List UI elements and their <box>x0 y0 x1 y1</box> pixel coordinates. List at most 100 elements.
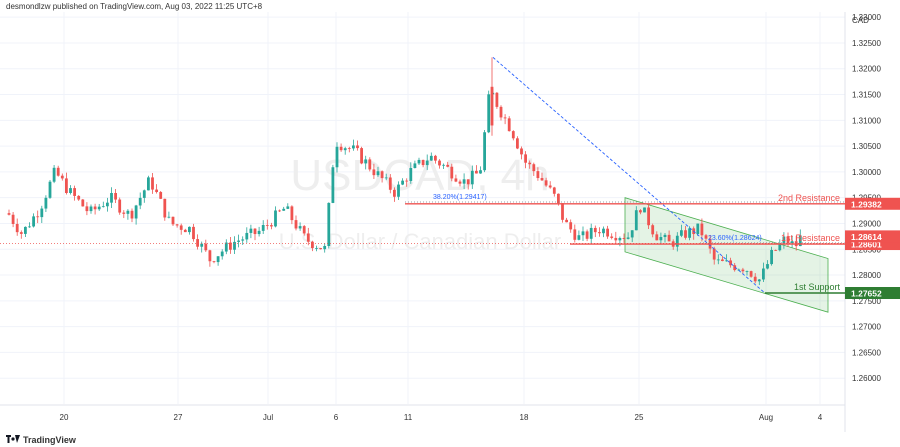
candle-body <box>229 242 232 250</box>
candle-body <box>298 226 302 229</box>
candle-body <box>630 230 634 238</box>
level-price-tag <box>845 287 900 300</box>
candle-body <box>557 193 560 204</box>
candle-body <box>204 243 208 251</box>
candle-body <box>589 227 593 239</box>
candle-body <box>753 276 757 282</box>
price-tick-label: 1.27500 <box>852 297 881 306</box>
candle-body <box>282 208 286 211</box>
candle-body <box>315 248 318 249</box>
candle-body <box>19 232 23 234</box>
candle-body <box>380 171 384 179</box>
candle-body <box>216 256 220 263</box>
tradingview-logo-icon <box>6 435 20 445</box>
price-tick-label: 1.27000 <box>852 323 881 332</box>
candle-body <box>470 170 474 185</box>
candle-body <box>573 229 577 240</box>
level-price-label: 1.29382 <box>851 199 882 209</box>
candle-body <box>602 228 605 234</box>
footer: TradingView <box>6 435 76 445</box>
candle-body <box>294 220 298 229</box>
price-tick-label: 1.31000 <box>852 116 881 125</box>
candle-body <box>311 241 314 249</box>
time-tick-label: 20 <box>60 413 69 422</box>
candle-body <box>40 208 44 218</box>
time-axis[interactable]: 20 27 Jul 6 11 18 25 Aug 4 <box>60 413 823 422</box>
candle-body <box>614 237 618 241</box>
candle-body <box>347 148 351 150</box>
candle-body <box>520 148 523 155</box>
candle-body <box>462 179 466 184</box>
candle-body <box>766 264 769 269</box>
candle-body <box>372 169 376 176</box>
candle-body <box>134 205 138 219</box>
current-price-tag <box>845 230 900 243</box>
current-price-label: 1.28614 <box>851 232 882 242</box>
candle-body <box>106 202 109 207</box>
candle-body <box>639 210 642 213</box>
time-tick-label: 25 <box>635 413 644 422</box>
candle-body <box>704 235 708 239</box>
price-tick-label: 1.30500 <box>852 142 881 151</box>
candle-body <box>647 207 650 226</box>
candle-body <box>196 239 199 247</box>
candle-body <box>442 164 445 166</box>
candle-body <box>721 259 724 262</box>
candle-body <box>606 228 609 237</box>
time-tick-label: 27 <box>174 413 183 422</box>
candle-body <box>585 231 589 239</box>
candle-body <box>183 229 187 233</box>
candle-body <box>28 226 31 228</box>
candle-body <box>651 225 655 235</box>
candle-body <box>483 132 486 171</box>
candle-body <box>741 269 745 272</box>
candle-body <box>11 214 15 224</box>
candle-body <box>175 224 179 226</box>
candle-body <box>712 248 716 260</box>
candle-body <box>48 181 52 198</box>
candle-body <box>475 170 478 174</box>
candle-body <box>323 245 327 250</box>
price-tick-label: 1.26500 <box>852 348 881 357</box>
candle-body <box>356 145 359 149</box>
candle-body <box>163 198 167 218</box>
candle-body <box>69 188 72 193</box>
candle-body <box>233 241 236 250</box>
candle-body <box>618 238 622 241</box>
candle-body <box>388 177 392 190</box>
candle-body <box>774 249 778 251</box>
fib-label: 38.20%(1.29417) <box>433 194 487 201</box>
candle-body <box>778 243 782 251</box>
price-tick-label: 1.33000 <box>852 13 881 22</box>
candle-body <box>577 235 581 240</box>
candle-body <box>151 177 154 190</box>
candle-body <box>147 177 150 191</box>
candle-body <box>745 271 749 272</box>
candle-body <box>44 197 48 209</box>
candle-body <box>425 160 429 166</box>
candle-body <box>352 145 355 149</box>
candle-body <box>249 228 253 233</box>
candle-body <box>118 199 122 213</box>
price-tick-label: 1.31500 <box>852 91 881 100</box>
candle-body <box>97 206 101 210</box>
chart-canvas[interactable]: USDCAD, 4h U.S. Dollar / Canadian Dollar… <box>0 12 900 432</box>
candle-body <box>188 226 191 233</box>
candle-body <box>511 131 515 139</box>
candle-body <box>85 206 89 212</box>
candle-body <box>798 235 802 247</box>
candle-body <box>200 243 204 247</box>
candle-body <box>52 167 56 182</box>
candle-body <box>762 268 765 280</box>
candle-body <box>81 199 85 207</box>
candle-body <box>171 216 175 225</box>
price-chart[interactable]: USDCAD, 4h U.S. Dollar / Canadian Dollar… <box>0 12 900 432</box>
level-name-label: 2nd Resistance <box>778 193 840 203</box>
candle-body <box>634 210 638 231</box>
candle-body <box>487 94 491 133</box>
candle-body <box>458 181 462 184</box>
candle-body <box>393 189 396 197</box>
candle-body <box>384 177 388 179</box>
candle-body <box>245 232 249 240</box>
candle-body <box>413 163 417 169</box>
